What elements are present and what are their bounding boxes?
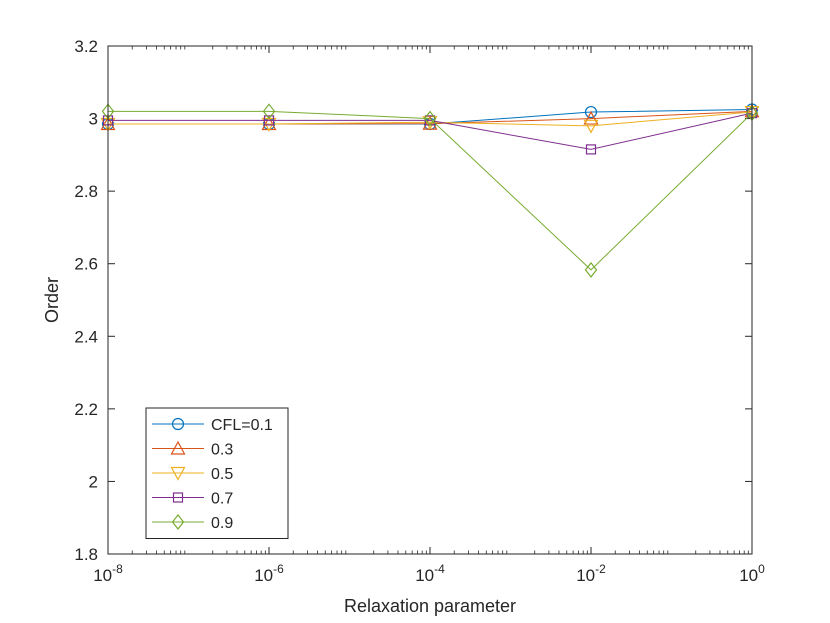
data-point [584, 105, 598, 119]
y-tick-label: 1.8 [74, 545, 98, 564]
legend-item: 0.3 [152, 440, 233, 459]
y-tick-label: 3.2 [74, 37, 98, 56]
legend-label: CFL=0.1 [211, 417, 273, 434]
minor-ticks [131, 46, 749, 554]
series-5 [101, 103, 759, 278]
legend-marker [172, 492, 184, 503]
y-tick-label: 2.4 [74, 327, 98, 346]
legend-label: 0.5 [211, 466, 233, 483]
data-point [585, 144, 597, 155]
series-4 [102, 108, 758, 155]
series-layer [100, 103, 760, 278]
x-axis-label: Relaxation parameter [344, 596, 516, 616]
legend-label: 0.3 [211, 442, 233, 459]
y-tick-label: 3 [89, 110, 98, 129]
x-tick-label: 10-4 [415, 562, 445, 585]
y-tick-label: 2.2 [74, 400, 98, 419]
legend-item: CFL=0.1 [152, 417, 273, 434]
data-point [583, 119, 599, 134]
series-line [108, 110, 753, 271]
legend: CFL=0.1 0.3 0.5 0.7 0.9 [145, 407, 289, 539]
y-tick-label: 2.8 [74, 182, 98, 201]
legend-marker [170, 440, 186, 455]
tick-labels: 10-8 10-6 10-4 10-2 100 1.8 2 2.2 2.4 2.6 2.8 3 3.2 [74, 37, 765, 585]
data-point [584, 261, 598, 278]
y-tick-label: 2.6 [74, 255, 98, 274]
legend-item: 0.9 [152, 514, 233, 532]
legend-item: 0.5 [152, 466, 233, 483]
data-point [262, 103, 276, 120]
x-tick-label: 10-2 [576, 562, 606, 585]
data-point [263, 115, 275, 126]
legend-label: 0.9 [211, 515, 233, 532]
legend-marker [170, 466, 186, 481]
data-point [583, 110, 599, 125]
legend-label: 0.7 [211, 491, 233, 508]
x-tick-label: 100 [739, 562, 765, 585]
axes-box [107, 45, 753, 555]
series-line [108, 112, 753, 150]
y-tick-label: 2 [89, 472, 98, 491]
series-line [108, 111, 753, 127]
legend-marker [171, 514, 185, 530]
data-point [422, 116, 438, 130]
x-tick-label: 10-6 [254, 562, 284, 585]
legend-item: 0.7 [152, 491, 233, 508]
x-tick-label: 10-8 [93, 562, 123, 585]
y-axis-label: Order [42, 277, 62, 323]
data-point [423, 110, 437, 127]
legend-marker [171, 417, 185, 431]
